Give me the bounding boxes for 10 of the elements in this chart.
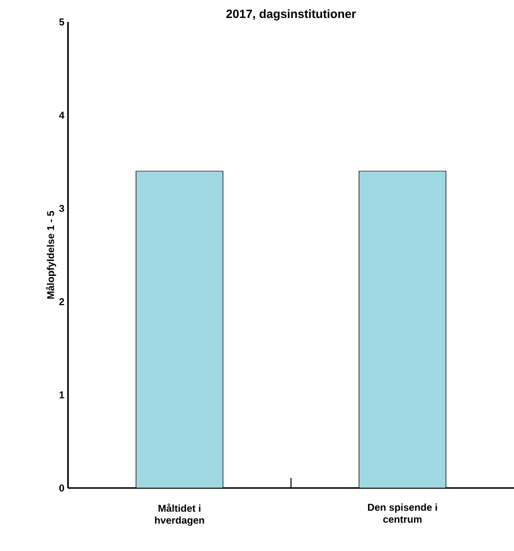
x-tick-label: Den spisende i centrum [368, 504, 437, 523]
y-tick-label: 0 [59, 484, 64, 492]
y-tick-label: 1 [60, 391, 64, 398]
y-tick-label: 5 [59, 18, 64, 26]
y-axis-title: Målopfyldelse 1 - 5 [46, 210, 56, 299]
y-tick-label: 3 [59, 204, 64, 212]
y-tick-label: 4 [59, 112, 64, 119]
chart-title: 2017, dagsinstitutioner [226, 9, 356, 20]
x-tick-label: Måltidet i hverdagen [155, 504, 204, 526]
y-tick-label: 2 [59, 298, 64, 306]
